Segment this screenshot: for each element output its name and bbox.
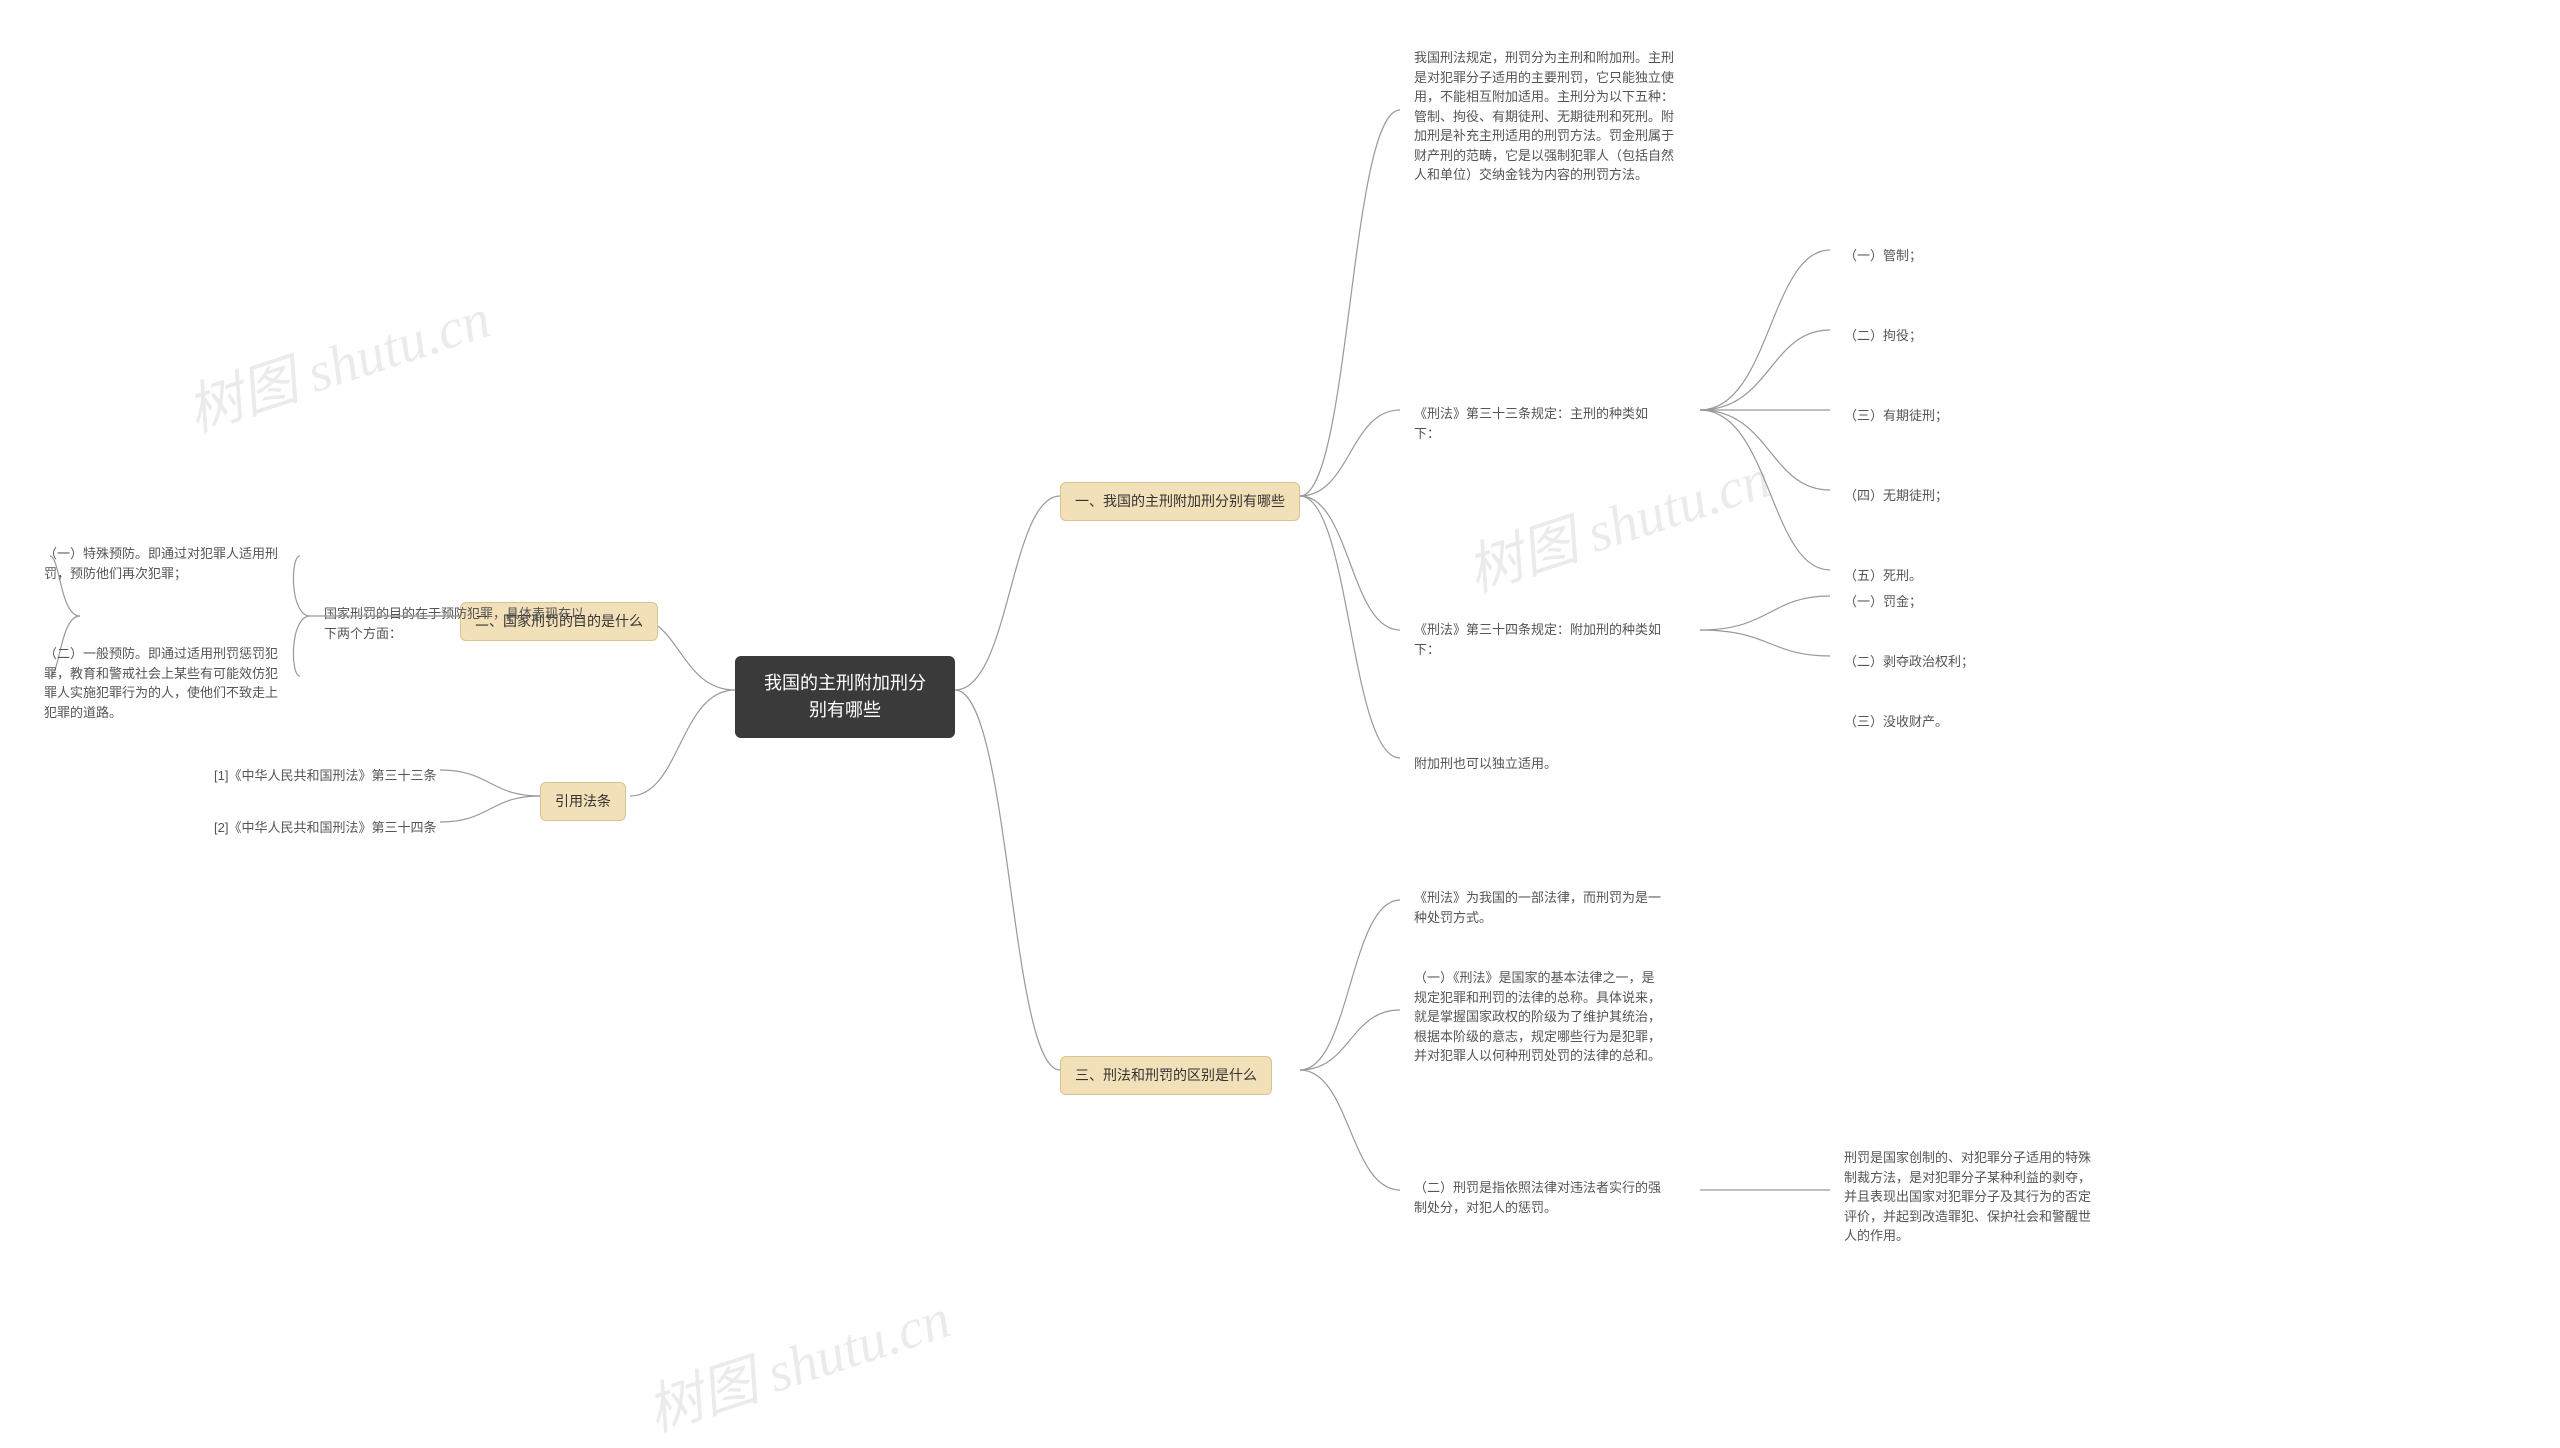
- b1-child-2: 《刑法》第三十三条规定：主刑的种类如下：: [1400, 396, 1680, 451]
- b1c2-item-1: （一）管制；: [1830, 238, 1936, 274]
- b2-child-1: 国家刑罚的目的在于预防犯罪，具体表现在以下两个方面：: [310, 596, 610, 651]
- b1-child-4: 附加刑也可以独立适用。: [1400, 746, 1571, 782]
- b3c3-detail: 刑罚是国家创制的、对犯罪分子适用的特殊制裁方法，是对犯罪分子某种利益的剥夺，并且…: [1830, 1140, 2110, 1254]
- connector-layer: [0, 0, 2560, 1402]
- connector-layer-left-fix: [0, 0, 2560, 1402]
- b3-child-1: 《刑法》为我国的一部法律，而刑罚为是一种处罚方式。: [1400, 880, 1680, 935]
- b1c2-item-3: （三）有期徒刑；: [1830, 398, 1962, 434]
- b2c1-item-1: （一）特殊预防。即通过对犯罪人适用刑罚，预防他们再次犯罪；: [30, 536, 300, 591]
- branch-1: 一、我国的主刑附加刑分别有哪些: [1060, 482, 1300, 521]
- watermark: 树图 shutu.cn: [175, 273, 499, 447]
- watermark: 树图 shutu.cn: [635, 1273, 959, 1447]
- root-node: 我国的主刑附加刑分别有哪些: [735, 656, 955, 738]
- b1c3-item-2: （二）剥夺政治权利；: [1830, 644, 1988, 680]
- b1-child-3: 《刑法》第三十四条规定：附加刑的种类如下：: [1400, 612, 1680, 667]
- b4-child-2: [2]《中华人民共和国刑法》第三十四条: [200, 810, 450, 846]
- b4-child-1: [1]《中华人民共和国刑法》第三十三条: [200, 758, 450, 794]
- b1c2-item-4: （四）无期徒刑；: [1830, 478, 1962, 514]
- b2c1-item-2: （二）一般预防。即通过适用刑罚惩罚犯罪，教育和警戒社会上某些有可能效仿犯罪人实施…: [30, 636, 300, 730]
- b1c2-item-2: （二）拘役；: [1830, 318, 1936, 354]
- b1c3-item-3: （三）没收财产。: [1830, 704, 1962, 740]
- branch-4: 引用法条: [540, 782, 626, 821]
- b3-child-2: （一）《刑法》是国家的基本法律之一，是规定犯罪和刑罚的法律的总称。具体说来，就是…: [1400, 960, 1680, 1074]
- b3-child-3: （二）刑罚是指依照法律对违法者实行的强制处分，对犯人的惩罚。: [1400, 1170, 1680, 1225]
- b1c3-item-1: （一）罚金；: [1830, 584, 1936, 620]
- b1-child-1: 我国刑法规定，刑罚分为主刑和附加刑。主刑是对犯罪分子适用的主要刑罚，它只能独立使…: [1400, 40, 1700, 193]
- watermark: 树图 shutu.cn: [1455, 433, 1779, 607]
- branch-3: 三、刑法和刑罚的区别是什么: [1060, 1056, 1272, 1095]
